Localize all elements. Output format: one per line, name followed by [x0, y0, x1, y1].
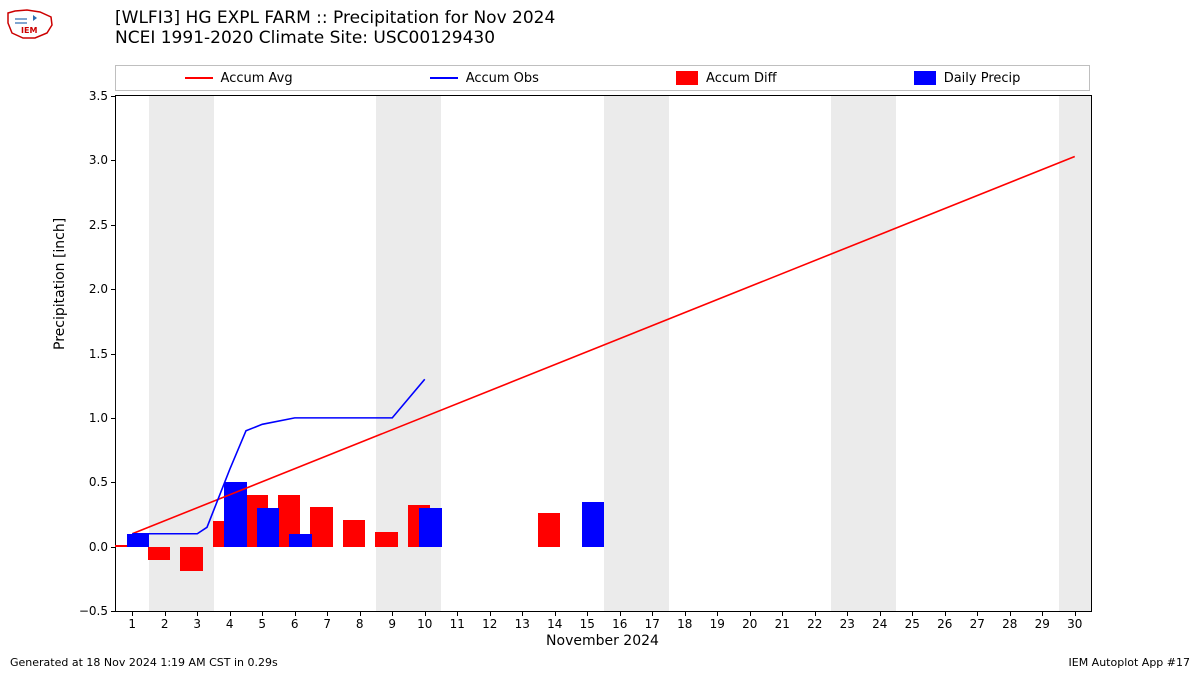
x-tick-mark: [717, 611, 718, 616]
x-tick-mark: [295, 611, 296, 616]
x-tick-mark: [652, 611, 653, 616]
x-tick-mark: [945, 611, 946, 616]
accum-obs-line: [132, 379, 425, 534]
x-tick-mark: [1042, 611, 1043, 616]
x-tick-mark: [782, 611, 783, 616]
y-tick-mark: [111, 611, 116, 612]
x-tick-label: 11: [450, 617, 465, 631]
x-tick-mark: [230, 611, 231, 616]
legend-label-accum-obs: Accum Obs: [466, 71, 539, 86]
x-tick-label: 29: [1035, 617, 1050, 631]
x-tick-mark: [880, 611, 881, 616]
x-tick-mark: [327, 611, 328, 616]
x-tick-label: 17: [645, 617, 660, 631]
x-tick-mark: [490, 611, 491, 616]
x-tick-label: 1: [128, 617, 136, 631]
x-tick-label: 4: [226, 617, 234, 631]
x-tick-label: 24: [872, 617, 887, 631]
svg-text:IEM: IEM: [21, 26, 37, 35]
x-tick-mark: [262, 611, 263, 616]
x-tick-mark: [522, 611, 523, 616]
title-line-2: NCEI 1991-2020 Climate Site: USC00129430: [115, 28, 555, 48]
y-tick-label: 2.0: [89, 282, 108, 296]
y-tick-label: 1.5: [89, 347, 108, 361]
y-tick-label: 0.0: [89, 540, 108, 554]
y-tick-label: 3.5: [89, 89, 108, 103]
x-tick-label: 21: [775, 617, 790, 631]
x-tick-label: 27: [970, 617, 985, 631]
footer-appid: IEM Autoplot App #17: [1069, 656, 1191, 669]
x-tick-mark: [457, 611, 458, 616]
x-tick-label: 8: [356, 617, 364, 631]
x-tick-label: 14: [547, 617, 562, 631]
x-tick-mark: [685, 611, 686, 616]
x-tick-label: 30: [1067, 617, 1082, 631]
x-tick-mark: [977, 611, 978, 616]
x-tick-label: 20: [742, 617, 757, 631]
x-tick-label: 7: [323, 617, 331, 631]
x-tick-label: 22: [807, 617, 822, 631]
iem-logo: IEM: [5, 5, 55, 43]
legend-swatch-accum-obs: [430, 77, 458, 79]
x-tick-label: 10: [417, 617, 432, 631]
y-tick-label: 2.5: [89, 218, 108, 232]
x-tick-mark: [912, 611, 913, 616]
legend-swatch-accum-avg: [185, 77, 213, 79]
legend-label-accum-avg: Accum Avg: [221, 71, 293, 86]
x-tick-label: 28: [1002, 617, 1017, 631]
x-tick-label: 23: [840, 617, 855, 631]
x-axis-label: November 2024: [115, 633, 1090, 649]
footer-generated: Generated at 18 Nov 2024 1:19 AM CST in …: [10, 656, 278, 669]
chart-lines-layer: [116, 96, 1091, 611]
y-axis-label: Precipitation [inch]: [52, 218, 68, 350]
x-tick-mark: [392, 611, 393, 616]
x-tick-mark: [620, 611, 621, 616]
x-tick-mark: [360, 611, 361, 616]
x-tick-label: 12: [482, 617, 497, 631]
legend-item-accum-obs: Accum Obs: [430, 71, 539, 86]
x-tick-mark: [165, 611, 166, 616]
chart-plot-area: −0.50.00.51.01.52.02.53.03.5123456789101…: [115, 95, 1092, 612]
legend-item-accum-avg: Accum Avg: [185, 71, 293, 86]
x-tick-mark: [587, 611, 588, 616]
legend-label-daily-precip: Daily Precip: [944, 71, 1021, 86]
x-tick-label: 9: [388, 617, 396, 631]
title-line-1: [WLFI3] HG EXPL FARM :: Precipitation fo…: [115, 8, 555, 28]
x-tick-label: 16: [612, 617, 627, 631]
x-tick-label: 13: [515, 617, 530, 631]
legend-swatch-daily-precip: [914, 71, 936, 85]
x-tick-mark: [815, 611, 816, 616]
legend: Accum Avg Accum Obs Accum Diff Daily Pre…: [115, 65, 1090, 91]
x-tick-label: 19: [710, 617, 725, 631]
x-tick-label: 26: [937, 617, 952, 631]
x-tick-label: 18: [677, 617, 692, 631]
x-tick-mark: [847, 611, 848, 616]
y-tick-label: −0.5: [79, 604, 108, 618]
legend-label-accum-diff: Accum Diff: [706, 71, 777, 86]
x-tick-mark: [197, 611, 198, 616]
x-tick-mark: [132, 611, 133, 616]
legend-item-accum-diff: Accum Diff: [676, 71, 777, 86]
x-tick-label: 25: [905, 617, 920, 631]
accum-avg-line: [132, 157, 1075, 534]
x-tick-mark: [555, 611, 556, 616]
x-tick-label: 3: [193, 617, 201, 631]
legend-item-daily-precip: Daily Precip: [914, 71, 1021, 86]
x-tick-label: 2: [161, 617, 169, 631]
chart-title: [WLFI3] HG EXPL FARM :: Precipitation fo…: [115, 8, 555, 49]
x-tick-label: 6: [291, 617, 299, 631]
y-tick-label: 1.0: [89, 411, 108, 425]
x-tick-label: 5: [258, 617, 266, 631]
x-tick-label: 15: [580, 617, 595, 631]
x-tick-mark: [425, 611, 426, 616]
x-tick-mark: [1010, 611, 1011, 616]
y-tick-label: 3.0: [89, 153, 108, 167]
y-tick-label: 0.5: [89, 475, 108, 489]
legend-swatch-accum-diff: [676, 71, 698, 85]
x-tick-mark: [750, 611, 751, 616]
x-tick-mark: [1075, 611, 1076, 616]
